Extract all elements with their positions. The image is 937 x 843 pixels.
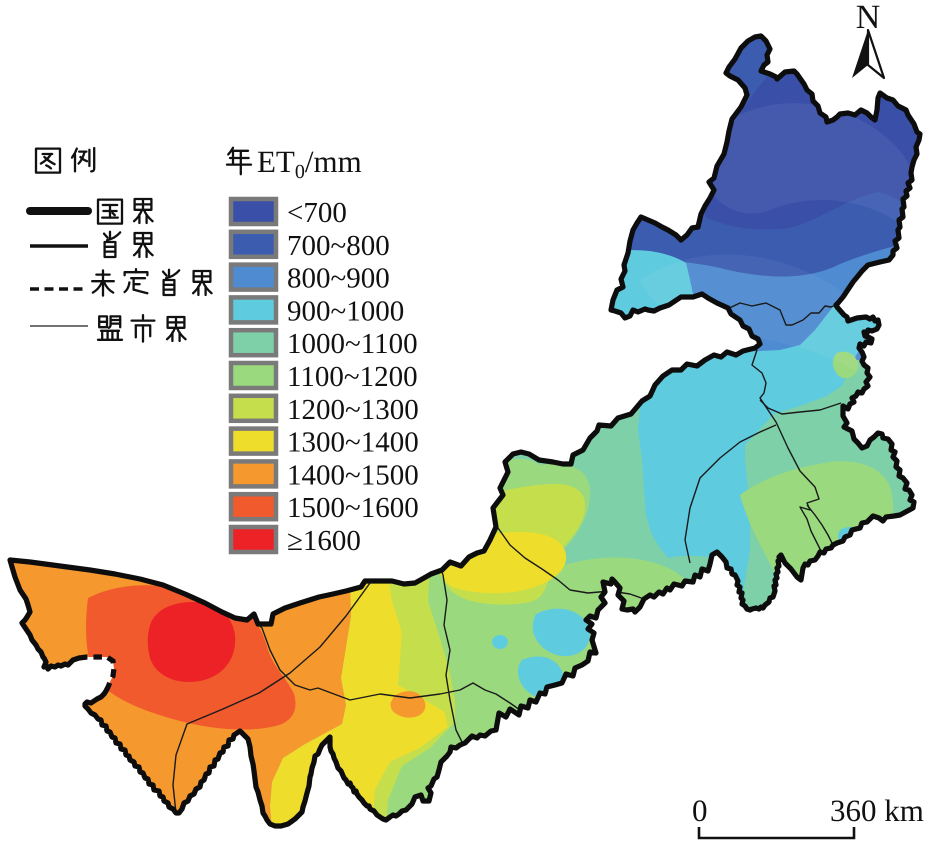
svg-text:ET0/mm: ET0/mm (257, 144, 362, 183)
svg-text:0: 0 (692, 793, 708, 828)
svg-text:<700: <700 (287, 197, 347, 229)
svg-text:360 km: 360 km (830, 793, 924, 828)
svg-text:≥1600: ≥1600 (287, 525, 361, 557)
svg-text:1500~1600: 1500~1600 (287, 492, 419, 524)
svg-text:700~800: 700~800 (287, 230, 390, 262)
svg-text:1300~1400: 1300~1400 (287, 427, 419, 459)
svg-text:1100~1200: 1100~1200 (287, 361, 418, 393)
svg-text:900~1000: 900~1000 (287, 295, 404, 327)
svg-text:1400~1500: 1400~1500 (287, 459, 419, 491)
svg-text:800~900: 800~900 (287, 263, 390, 295)
svg-text:1200~1300: 1200~1300 (287, 394, 419, 426)
svg-text:1000~1100: 1000~1100 (287, 328, 418, 360)
